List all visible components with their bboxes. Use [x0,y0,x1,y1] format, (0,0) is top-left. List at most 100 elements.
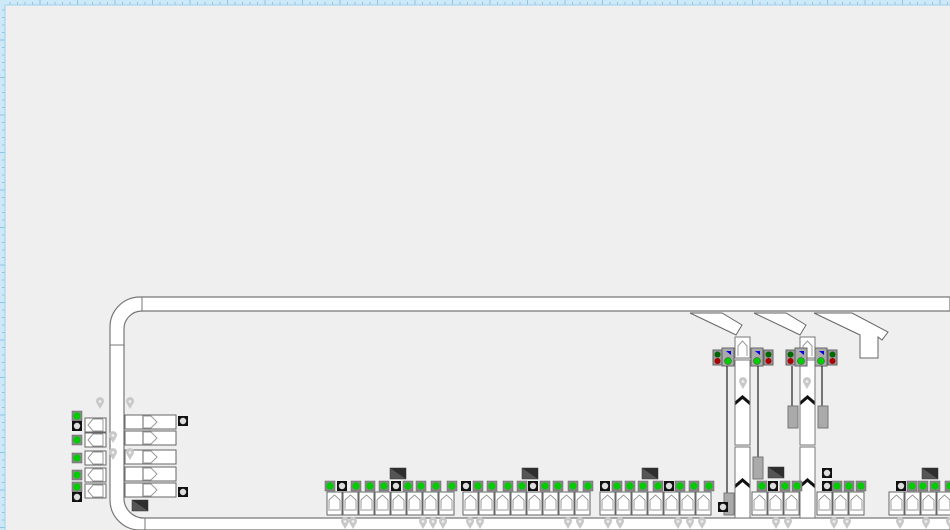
left-lane-slot[interactable] [84,432,107,448]
indicator-lamp [601,482,609,490]
status-indicator-active[interactable] [71,469,83,481]
pin-hole [832,520,836,523]
pusher-cylinder[interactable] [817,405,829,429]
status-indicator-idle[interactable] [718,502,728,512]
status-indicator-idle[interactable] [178,416,188,426]
indicator-lamp [518,482,526,490]
right-lane-slot[interactable] [124,414,177,430]
right-lane-slot[interactable] [124,466,177,482]
status-indicator-active[interactable] [779,480,791,492]
status-indicator-active[interactable] [71,410,83,422]
status-indicator-active[interactable] [567,480,579,492]
indicator-lamp [857,482,865,490]
status-indicator-idle[interactable] [664,481,674,491]
status-indicator-active[interactable] [486,480,498,492]
status-indicator-active[interactable] [944,480,950,492]
right-lane-slot[interactable] [124,430,177,446]
status-indicator-active[interactable] [611,480,623,492]
status-indicator-active[interactable] [539,480,551,492]
location-pin-icon [604,517,612,529]
lane-slot[interactable] [936,491,950,516]
status-indicator-active[interactable] [446,480,458,492]
left-lane-slot[interactable] [84,467,107,483]
left-lane-slot[interactable] [84,417,107,433]
status-indicator-active[interactable] [637,480,649,492]
track-band[interactable] [109,296,950,530]
location-pin-icon [698,517,706,529]
vertical-conveyor-head[interactable] [734,336,751,359]
status-indicator-active[interactable] [71,434,83,446]
status-indicator-idle[interactable] [72,492,82,502]
pusher-cylinder[interactable] [752,456,764,480]
indicator-lamp [639,482,647,490]
status-indicator-active[interactable] [516,480,528,492]
status-indicator-idle[interactable] [600,481,610,491]
status-indicator-active[interactable] [71,481,83,493]
main-conveyor-track[interactable] [109,296,950,530]
status-indicator-active[interactable] [906,480,918,492]
pin-hole [111,434,115,437]
status-indicator-idle[interactable] [528,481,538,491]
indicator-lamp [584,482,592,490]
pin-hole [566,520,570,523]
status-indicator-active[interactable] [415,480,427,492]
status-indicator-active[interactable] [430,480,442,492]
chute[interactable] [813,312,889,359]
status-indicator-idle[interactable] [768,481,778,491]
pin-hole [700,520,704,523]
status-indicator-idle[interactable] [822,481,832,491]
status-indicator-active[interactable] [756,480,768,492]
chutes[interactable] [689,312,889,359]
left-arrow-icon [87,468,104,482]
left-lane-area[interactable] [71,410,188,512]
status-indicator-active[interactable] [324,480,336,492]
status-indicator-active[interactable] [472,480,484,492]
indicator-lamp [462,482,470,490]
location-pin-icon [126,448,134,460]
status-indicator-idle[interactable] [896,481,906,491]
chute[interactable] [689,312,743,336]
pin-hole [845,520,849,523]
status-indicator-active[interactable] [402,480,414,492]
status-indicator-active[interactable] [652,480,664,492]
status-indicator-active[interactable] [502,480,514,492]
status-indicator-active[interactable] [843,480,855,492]
status-indicator-active[interactable] [350,480,362,492]
status-indicator-idle[interactable] [178,487,188,497]
pin-hole [128,451,132,454]
status-indicator-active[interactable] [703,480,715,492]
status-indicator-active[interactable] [917,480,929,492]
status-indicator-active[interactable] [364,480,376,492]
vertical-conveyor-segment[interactable] [734,446,751,519]
pusher-cylinder[interactable] [787,405,799,429]
bottom-lane-area[interactable] [324,466,950,516]
left-lane-slot[interactable] [84,450,107,466]
status-indicator-active[interactable] [552,480,564,492]
status-indicator-active[interactable] [855,480,867,492]
status-indicator-active[interactable] [582,480,594,492]
pin-hole [606,520,610,523]
indicator-lamp [946,482,950,490]
status-indicator-idle[interactable] [391,481,401,491]
chute[interactable] [753,312,807,336]
status-indicator-active[interactable] [624,480,636,492]
right-lane-slot[interactable] [124,449,177,465]
up-arrow-icon [576,494,589,509]
indicator-lamp [488,482,496,490]
indicator-lamp [366,482,374,490]
status-indicator-active[interactable] [674,480,686,492]
status-indicator-active[interactable] [378,480,390,492]
status-indicator-active[interactable] [831,480,843,492]
status-indicator-active[interactable] [929,480,941,492]
indicator-lamp [823,469,831,477]
status-indicator-active[interactable] [71,452,83,464]
left-lane-slot[interactable] [84,483,107,499]
status-indicator-idle[interactable] [72,421,82,431]
status-indicator-idle[interactable] [822,468,832,478]
status-indicator-idle[interactable] [337,481,347,491]
up-arrow-icon [440,494,453,509]
status-indicator-active[interactable] [688,480,700,492]
status-indicator-active[interactable] [791,480,803,492]
right-lane-slot[interactable] [124,482,177,498]
status-indicator-idle[interactable] [461,481,471,491]
